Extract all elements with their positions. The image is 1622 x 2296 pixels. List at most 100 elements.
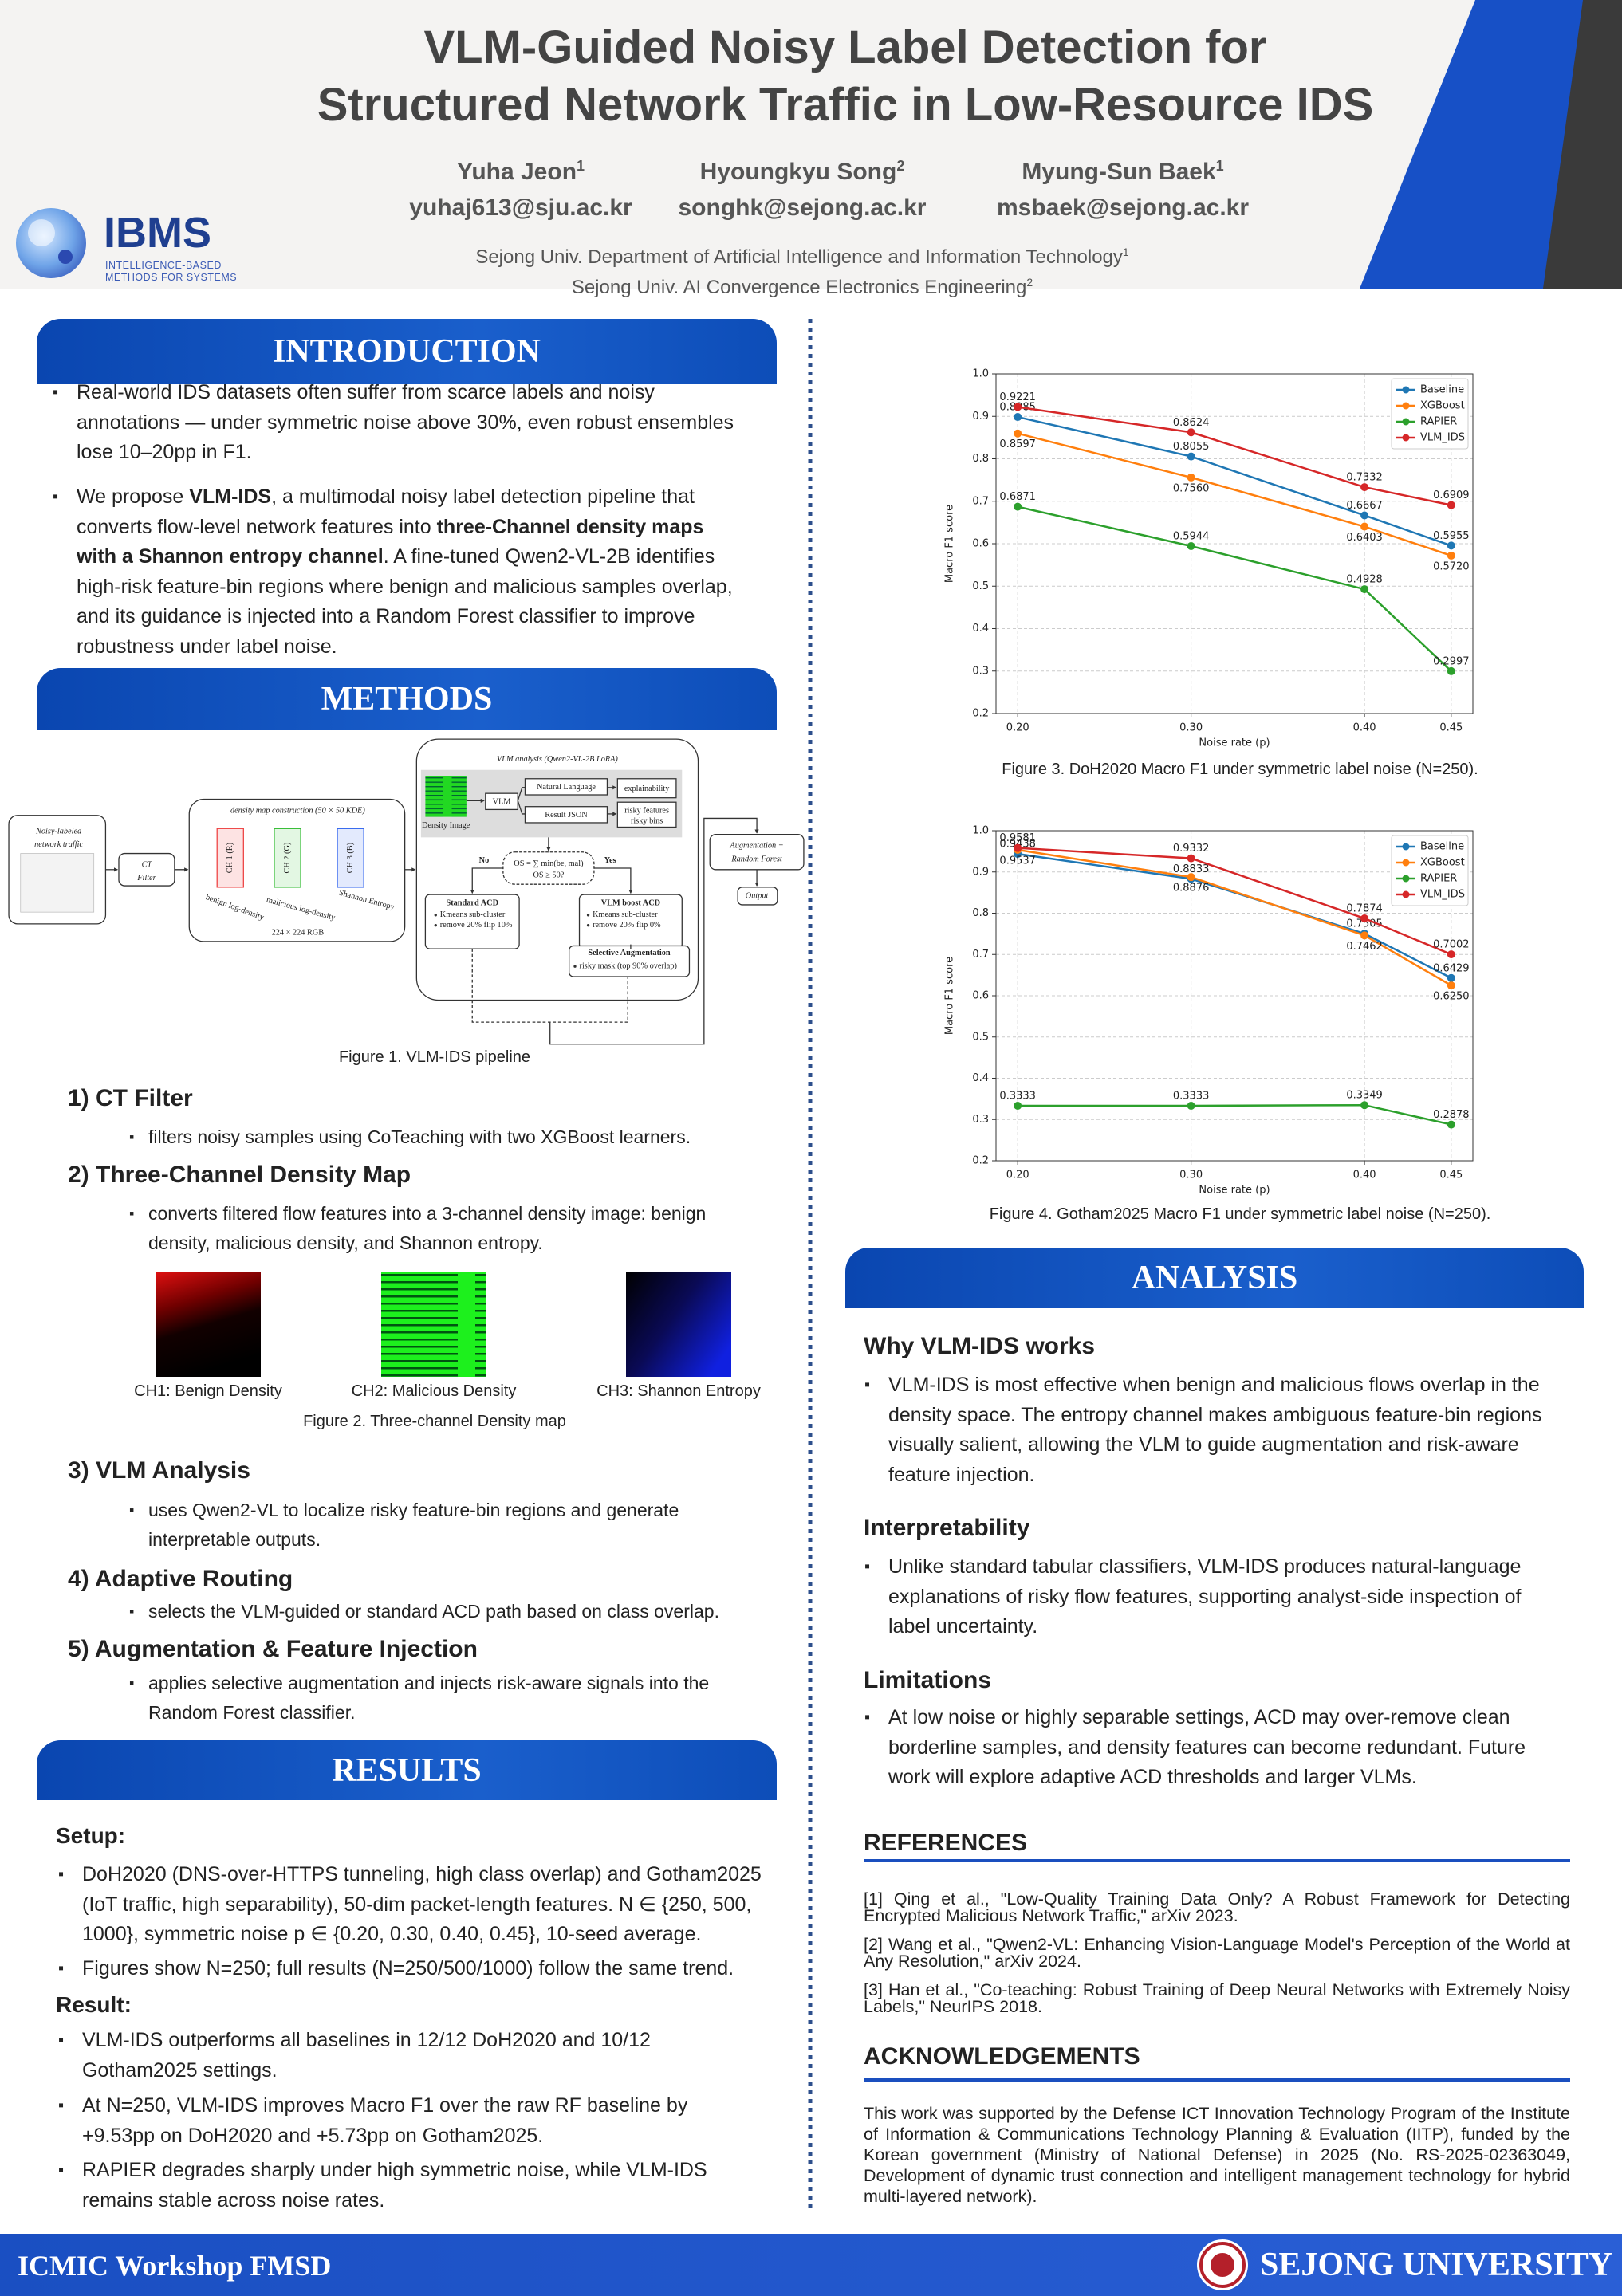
diagram-label: CH 3 (B) [346, 843, 355, 873]
footer-right: SEJONG UNIVERSITY [1260, 2247, 1613, 2283]
x-tick-label: 0.45 [1439, 722, 1463, 734]
point [1014, 1102, 1022, 1111]
text-run: We propose [77, 486, 190, 509]
diagram-label: Selective Augmentation [588, 949, 671, 957]
bullet: VLM-IDS is most effective when benign an… [864, 1370, 1566, 1490]
data-label: 0.4928 [1346, 574, 1383, 586]
point [1014, 403, 1022, 411]
point [1447, 666, 1455, 675]
arrow [470, 867, 503, 894]
image-caption: CH2: Malicious Density [351, 1382, 517, 1400]
point [1447, 950, 1455, 959]
legend-label: VLM_IDS [1420, 432, 1465, 444]
bullet-dot [434, 924, 437, 927]
affiliation-sup: 1 [1122, 246, 1129, 258]
y-tick-label: 0.4 [972, 623, 989, 635]
series-line [1017, 415, 1452, 547]
subheading: 4) Adaptive Routing [68, 1566, 293, 1592]
bullet: DoH2020 (DNS-over-HTTPS tunneling, high … [58, 1860, 763, 1950]
box [737, 887, 778, 906]
logo-tagline: METHODS FOR SYSTEMS [105, 272, 238, 283]
image-caption: CH1: Benign Density [134, 1382, 282, 1400]
logo-icon-inner [28, 219, 55, 246]
diagram-label: remove 20% flip 10% [440, 921, 513, 930]
diagram-label: risky mask (top 90% overlap) [580, 962, 677, 971]
header-band [0, 0, 1622, 289]
subheading: Setup: [56, 1823, 126, 1848]
author-name: Yuha Jeon1 [321, 150, 720, 188]
data-label: 0.6250 [1433, 991, 1470, 1003]
data-label: 0.7505 [1346, 918, 1383, 930]
bullet: Figures show N=250; full results (N=250/… [58, 1954, 763, 1984]
diagram-label: Kmeans sub-cluster [593, 910, 658, 919]
point [1187, 854, 1195, 863]
box [524, 778, 608, 796]
arrow [549, 817, 759, 1045]
affiliation-sup: 2 [1026, 276, 1033, 289]
series-line [1017, 432, 1452, 557]
bold-run: three-Channel density maps with a Shanno… [77, 515, 704, 568]
y-tick-label: 0.9 [972, 866, 989, 878]
diagram-label: CT [142, 861, 153, 870]
author-email: msbaek@sejong.ac.kr [996, 195, 1250, 221]
affiliation: Sejong Univ. AI Convergence Electronics … [324, 269, 1281, 301]
point [1187, 428, 1195, 437]
density-images [156, 1272, 731, 1377]
x-tick-label: 0.45 [1439, 1170, 1463, 1181]
box [616, 778, 677, 799]
y-tick-label: 0.6 [972, 990, 989, 1002]
rule [864, 2078, 1570, 2082]
data-label: 0.5955 [1433, 530, 1470, 542]
affiliation-text: Sejong Univ. Department of Artificial In… [475, 246, 1123, 268]
bullet: Real-world IDS datasets often suffer fro… [53, 378, 748, 468]
figure-caption: Figure 3. DoH2020 Macro F1 under symmetr… [1002, 761, 1478, 778]
data-label: 0.3333 [999, 1091, 1036, 1103]
y-axis-label: Macro F1 score [944, 957, 956, 1035]
image-malicious [381, 1272, 486, 1377]
x-tick-label: 0.30 [1179, 722, 1203, 734]
diagram-label: VLM [493, 798, 511, 807]
data-label: 0.7560 [1173, 482, 1210, 494]
bullet: selects the VLM-guided or standard ACD p… [129, 1597, 762, 1626]
bullet: RAPIER degrades sharply under high symme… [58, 2156, 763, 2215]
bullet: At low noise or highly separable setting… [864, 1703, 1566, 1793]
data-label: 0.2997 [1433, 655, 1470, 667]
point [1014, 502, 1022, 511]
diagram-label: Result JSON [545, 811, 588, 820]
y-tick-label: 0.3 [972, 665, 989, 677]
corner-dark [1543, 0, 1622, 289]
legend-marker [1402, 386, 1410, 394]
column-divider [808, 319, 813, 2208]
legend-label: VLM_IDS [1420, 889, 1465, 901]
data-label: 0.8876 [1173, 883, 1210, 894]
author-sup: 1 [577, 158, 585, 174]
section-header: INTRODUCTION [37, 319, 777, 384]
subheading: ACKNOWLEDGEMENTS [864, 2043, 1140, 2070]
affiliation-text: Sejong Univ. AI Convergence Electronics … [571, 277, 1027, 298]
density-thumb [425, 776, 467, 817]
legend-box [1391, 835, 1469, 906]
data-label: 0.9581 [999, 832, 1036, 844]
data-label: 0.8055 [1173, 441, 1210, 453]
y-tick-label: 0.7 [972, 495, 989, 507]
bullet-dot [573, 965, 577, 968]
diagram-label: Random Forest [730, 855, 783, 863]
y-tick-label: 0.4 [972, 1072, 989, 1084]
y-tick-label: 0.8 [972, 453, 989, 465]
bullet: filters noisy samples using CoTeaching w… [129, 1122, 762, 1152]
acknowledgement: This work was supported by the Defense I… [864, 2104, 1570, 2206]
legend-marker [1402, 843, 1410, 851]
legend-marker [1402, 434, 1410, 442]
point [1447, 981, 1455, 990]
title-line: VLM-Guided Noisy Label Detection for [423, 22, 1267, 73]
y-tick-label: 0.7 [972, 949, 989, 961]
y-tick-label: 0.5 [972, 1031, 989, 1043]
diagram-label: risky features [624, 807, 669, 816]
diagram-label: Noisy-labeled [35, 827, 82, 835]
data-label: 0.3349 [1346, 1090, 1383, 1102]
figure-caption: Figure 4. Gotham2025 Macro F1 under symm… [989, 1205, 1491, 1223]
y-tick-label: 0.5 [972, 580, 989, 592]
bullet: VLM-IDS outperforms all baselines in 12/… [58, 2026, 763, 2086]
data-label: 0.8833 [1173, 863, 1210, 875]
